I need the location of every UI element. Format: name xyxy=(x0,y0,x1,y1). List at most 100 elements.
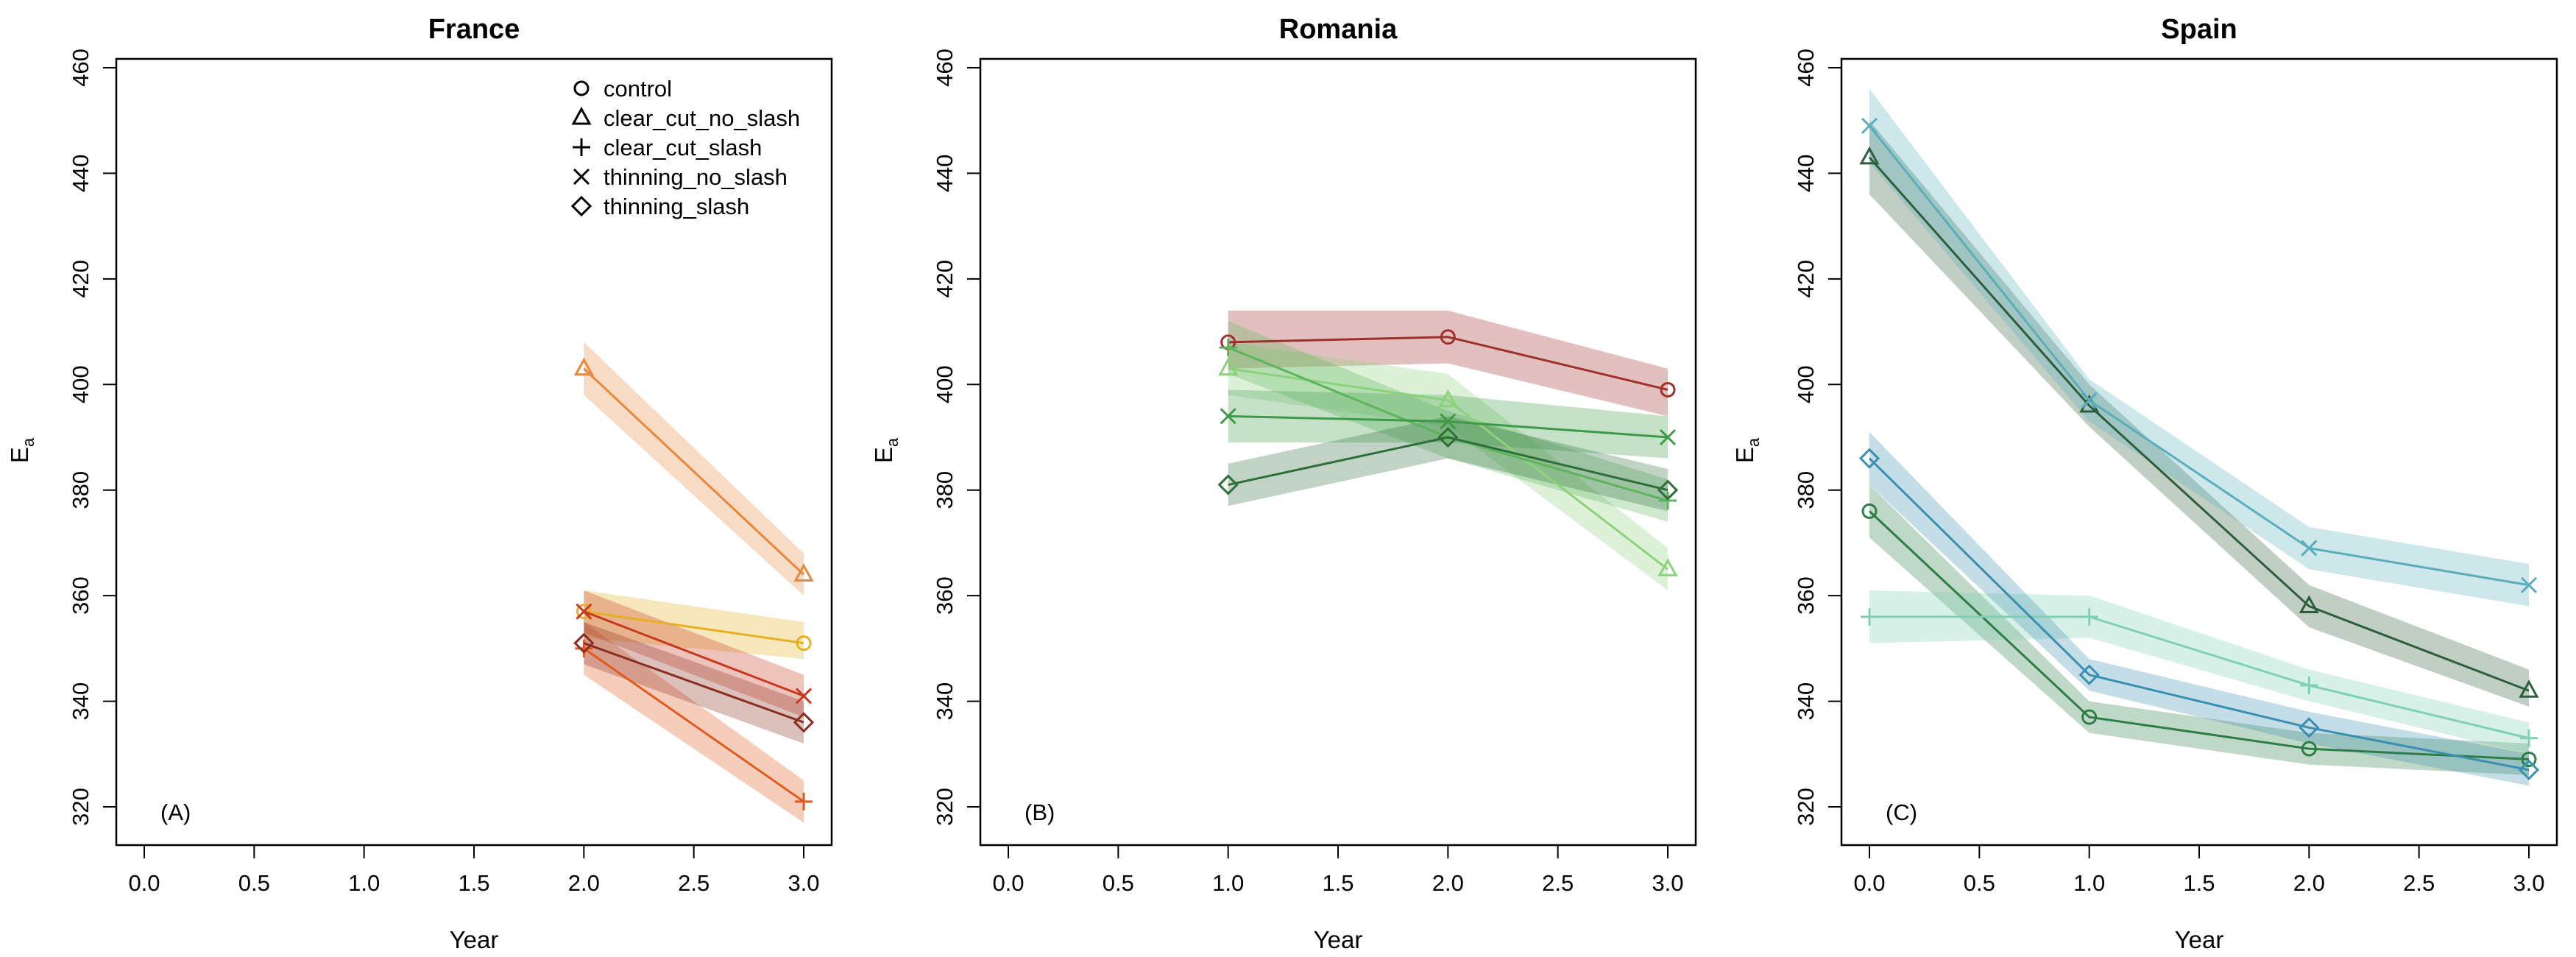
y-tick-label: 320 xyxy=(932,788,958,826)
data-point-clear-cut-slash xyxy=(2300,677,2318,695)
y-tick-label: 340 xyxy=(932,682,958,721)
data-point-clear-cut-no-slash xyxy=(1859,146,1880,165)
data-point-control xyxy=(1861,503,1878,519)
y-tick-label: 400 xyxy=(932,365,958,403)
panel-label: (C) xyxy=(1886,799,1917,825)
y-tick-label: 400 xyxy=(1793,365,1819,403)
data-point-control xyxy=(2081,709,2098,725)
x-tick-label: 0.0 xyxy=(992,870,1024,896)
y-tick-label: 440 xyxy=(932,155,958,193)
y-tick-label: 380 xyxy=(932,471,958,509)
y-tick-label: 460 xyxy=(1793,49,1819,87)
legend-label: clear_cut_slash xyxy=(604,135,762,160)
y-tick-label: 440 xyxy=(1793,155,1819,193)
x-tick-label: 0.5 xyxy=(1103,870,1134,896)
data-point-thinning-no-slash xyxy=(2301,540,2318,557)
x-tick-label: 1.5 xyxy=(2183,870,2215,896)
x-tick-label: 2.0 xyxy=(1432,870,1464,896)
data-point-control xyxy=(576,604,592,620)
y-tick-label: 360 xyxy=(932,576,958,615)
y-tick-label: 320 xyxy=(68,788,93,826)
data-point-clear-cut-slash xyxy=(1219,339,1237,357)
x-axis-label: Year xyxy=(1314,926,1363,953)
data-point-clear-cut-no-slash xyxy=(2299,595,2319,613)
series-line-thinning-no-slash xyxy=(1868,124,2530,587)
y-tick-label: 400 xyxy=(68,365,93,403)
panel-title: France xyxy=(428,14,520,45)
series-line-clear-cut-slash xyxy=(583,647,804,803)
y-axis-label: Ea xyxy=(1731,437,1763,463)
data-point-thinning-slash xyxy=(1858,448,1880,469)
ci-band-control xyxy=(584,590,804,660)
y-tick-label: 340 xyxy=(1793,682,1819,721)
data-point-thinning-no-slash xyxy=(1861,117,1878,134)
data-point-clear-cut-slash xyxy=(575,639,593,657)
ci-band-control xyxy=(1869,484,2529,775)
panel-spain: Spain 0.0 0.5 1.0 1.5 2.0 2.5 3.0 320 340 360 380 40… xyxy=(1731,14,2558,953)
x-tick-label: 1.0 xyxy=(348,870,380,896)
x-tick-label: 2.0 xyxy=(568,870,600,896)
legend-marker-clear-cut-slash xyxy=(573,138,590,156)
series-line-clear-cut-no-slash xyxy=(1228,367,1669,571)
data-point-thinning-slash xyxy=(573,632,595,654)
data-point-thinning-no-slash xyxy=(795,688,813,704)
x-tick-label: 3.0 xyxy=(2513,870,2544,896)
y-tick-label: 320 xyxy=(1793,788,1819,826)
data-point-clear-cut-slash xyxy=(1659,492,1677,510)
ci-band-thinning-slash xyxy=(1869,431,2529,786)
data-point-thinning-no-slash xyxy=(576,603,592,620)
ci-band-thinning-no-slash xyxy=(1869,88,2529,607)
data-point-thinning-slash xyxy=(1437,426,1459,448)
data-point-thinning-slash xyxy=(2078,664,2100,685)
data-point-clear-cut-slash xyxy=(2080,607,2098,626)
data-point-clear-cut-no-slash xyxy=(1218,357,1239,376)
data-point-clear-cut-slash xyxy=(795,792,813,811)
legend-marker-thinning-no-slash xyxy=(573,168,590,186)
data-point-control xyxy=(1440,329,1456,345)
legend: control clear_cut_no_slash clear_cut_slash… xyxy=(570,76,800,219)
panel-title: Spain xyxy=(2161,14,2237,45)
y-tick-label: 380 xyxy=(68,471,93,509)
x-tick-label: 2.0 xyxy=(2293,870,2325,896)
y-tick-label: 420 xyxy=(932,260,958,298)
y-tick-label: 360 xyxy=(68,576,93,615)
x-tick-label: 1.0 xyxy=(1212,870,1244,896)
data-point-control xyxy=(796,635,812,651)
legend-marker-control xyxy=(573,80,590,96)
series-line-control xyxy=(1868,510,2530,760)
y-axis-label-subscript: a xyxy=(19,437,38,447)
y-tick-label: 340 xyxy=(68,682,93,721)
x-tick-label: 3.0 xyxy=(1652,870,1683,896)
x-axis-label: Year xyxy=(450,926,499,953)
data-point-thinning-no-slash xyxy=(1440,413,1457,430)
panel-label: (B) xyxy=(1025,799,1055,825)
x-tick-label: 1.0 xyxy=(2073,870,2105,896)
y-tick-label: 440 xyxy=(68,155,93,193)
series-line-control xyxy=(584,610,804,645)
legend-label: thinning_slash xyxy=(604,194,749,219)
y-tick-label: 460 xyxy=(68,49,93,87)
y-tick-label: 360 xyxy=(1793,576,1819,615)
ci-band-thinning-slash xyxy=(1228,416,1668,512)
legend-label: thinning_no_slash xyxy=(604,164,788,190)
y-tick-label: 420 xyxy=(68,260,93,298)
series-line-clear-cut-no-slash xyxy=(583,367,805,576)
data-point-control xyxy=(2301,741,2317,757)
ci-band-clear-cut-no-slash xyxy=(1869,120,2529,707)
x-tick-label: 0.5 xyxy=(238,870,270,896)
series-line-thinning-no-slash xyxy=(583,610,804,697)
series-line-thinning-slash xyxy=(1228,436,1669,492)
data-point-clear-cut-slash xyxy=(1861,607,1878,626)
data-point-thinning-slash xyxy=(1217,474,1239,495)
legend-marker-thinning-slash xyxy=(570,195,592,217)
x-tick-label: 0.5 xyxy=(1964,870,1995,896)
x-tick-label: 0.0 xyxy=(128,870,160,896)
data-point-thinning-no-slash xyxy=(1220,408,1236,425)
data-point-thinning-slash xyxy=(2518,759,2540,780)
x-tick-label: 2.5 xyxy=(678,870,710,896)
data-point-clear-cut-no-slash xyxy=(1437,389,1458,408)
data-point-thinning-slash xyxy=(793,712,815,733)
ci-band-clear-cut-slash xyxy=(584,622,804,823)
data-point-thinning-slash xyxy=(1657,479,1679,501)
